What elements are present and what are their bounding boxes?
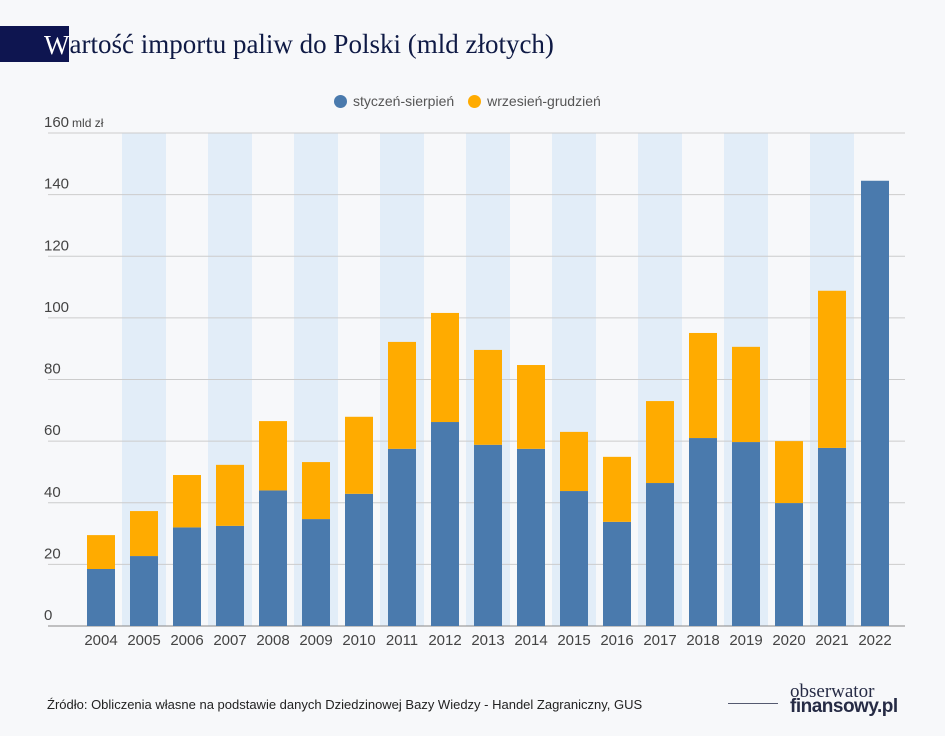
legend-swatch-blue <box>334 94 347 108</box>
bar-2012-series-1 <box>431 422 459 626</box>
x-tick-label: 2016 <box>600 632 633 649</box>
bar-2008-series-1 <box>259 490 287 626</box>
x-tick-label: 2021 <box>815 632 848 649</box>
bar-2019-series-1 <box>732 442 760 626</box>
bar-2007-series-1 <box>216 525 244 626</box>
bar-2016-series-1 <box>603 521 631 626</box>
bar-2020-series-2 <box>775 441 803 504</box>
bar-2006-series-2 <box>173 475 201 528</box>
y-tick-label: 80 <box>44 361 61 378</box>
x-tick-label: 2020 <box>772 632 805 649</box>
bar-2014-series-2 <box>517 365 545 449</box>
y-tick-label: 140 <box>44 176 69 193</box>
bar-2017-series-2 <box>646 401 674 484</box>
bar-2004-series-2 <box>87 535 115 569</box>
bar-2018-series-1 <box>689 438 717 626</box>
bar-2018-series-2 <box>689 332 717 439</box>
bar-2016-series-2 <box>603 456 631 522</box>
bar-2017-series-1 <box>646 483 674 626</box>
logo: obserwator finansowy.pl <box>790 681 898 717</box>
x-tick-label: 2007 <box>213 632 246 649</box>
x-tick-label: 2011 <box>386 632 418 649</box>
bar-2021-series-2 <box>818 290 846 448</box>
x-tick-label: 2012 <box>428 632 461 649</box>
y-tick-label: 100 <box>44 299 69 316</box>
x-tick-label: 2019 <box>729 632 762 649</box>
x-tick-label: 2013 <box>471 632 504 649</box>
bar-2020-series-1 <box>775 503 803 626</box>
x-tick-label: 2005 <box>127 632 160 649</box>
x-tick-label: 2022 <box>858 632 891 649</box>
bar-2015-series-1 <box>560 491 588 626</box>
bar-2005-series-1 <box>130 556 158 626</box>
bar-2013-series-2 <box>474 349 502 445</box>
x-tick-label: 2006 <box>170 632 203 649</box>
title-text: artość importu paliw do Polski (mld złot… <box>69 28 554 59</box>
bar-2011-series-2 <box>388 341 416 449</box>
logo-line1: obserwator <box>790 681 875 702</box>
x-tick-label: 2004 <box>84 632 117 649</box>
x-tick-label: 2015 <box>557 632 590 649</box>
legend: styczeń-sierpień wrzesień-grudzień <box>334 93 601 109</box>
x-tick-label: 2017 <box>643 632 676 649</box>
bar-2011-series-1 <box>388 448 416 626</box>
divider-line <box>728 703 778 704</box>
x-tick-label: 2018 <box>686 632 719 649</box>
y-tick-label: 0 <box>44 607 52 624</box>
legend-label-1: styczeń-sierpień <box>353 93 455 109</box>
bar-2009-series-1 <box>302 519 330 626</box>
x-tick-label: 2014 <box>514 632 547 649</box>
bar-2021-series-1 <box>818 447 846 626</box>
bar-2015-series-2 <box>560 431 588 492</box>
bar-2009-series-2 <box>302 462 330 520</box>
bar-2013-series-1 <box>474 444 502 626</box>
legend-label-2: wrzesień-grudzień <box>487 93 601 109</box>
bar-2006-series-1 <box>173 527 201 626</box>
y-unit-label: mld zł <box>72 116 104 130</box>
x-tick-label: 2009 <box>299 632 332 649</box>
bar-2008-series-2 <box>259 421 287 491</box>
bar-2022-series-1 <box>861 180 889 626</box>
logo-line2: finansowy.pl <box>790 696 898 717</box>
bar-chart: 0 20 40 60 80 100 120 140 160 mld zł 2004 2005 2006 2… <box>44 114 905 649</box>
title-initial: W <box>0 26 70 62</box>
bar-2005-series-2 <box>130 511 158 557</box>
y-tick-label: 160 mld zł <box>44 114 104 131</box>
legend-swatch-orange <box>468 94 482 108</box>
bar-2010-series-1 <box>345 493 373 626</box>
bar-2014-series-1 <box>517 448 545 626</box>
bar-2007-series-2 <box>216 464 244 526</box>
x-tick-label: 2008 <box>256 632 289 649</box>
y-tick-label: 20 <box>44 545 61 562</box>
bar-2004-series-1 <box>87 568 115 626</box>
y-tick-label: 120 <box>44 237 69 254</box>
source-note: Źródło: Obliczenia własne na podstawie d… <box>47 697 643 712</box>
bar-2010-series-2 <box>345 416 373 494</box>
bar-2012-series-2 <box>431 312 459 423</box>
y-tick-label: 60 <box>44 422 61 439</box>
x-tick-label: 2010 <box>342 632 375 649</box>
bar-2019-series-2 <box>732 346 760 443</box>
y-tick-label: 40 <box>44 484 61 501</box>
chart-title: W artość importu paliw do Polski (mld zł… <box>0 26 554 62</box>
